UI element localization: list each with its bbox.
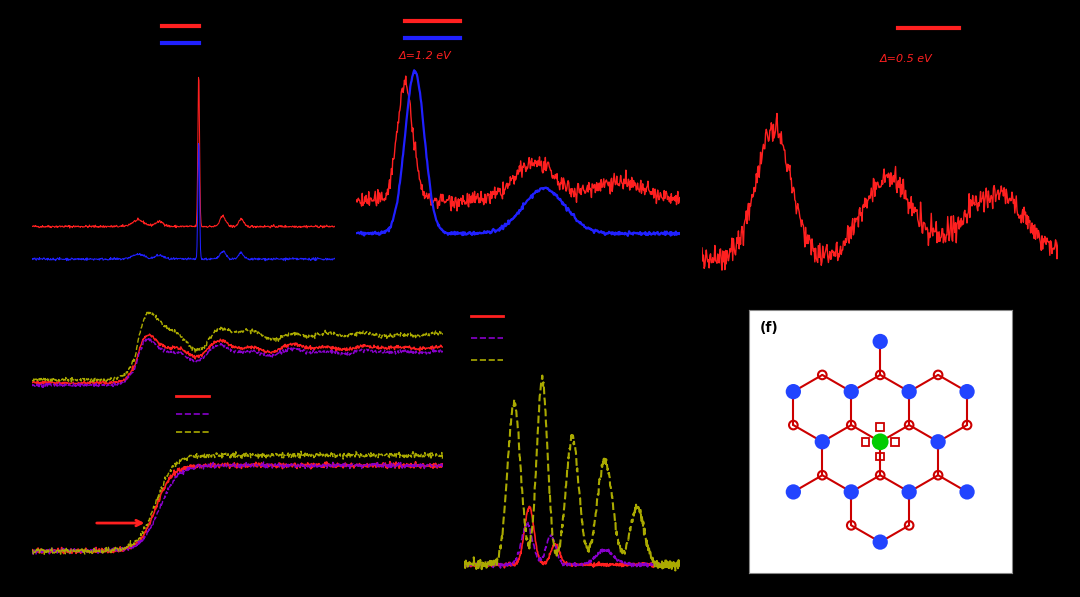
Circle shape <box>873 534 888 550</box>
Circle shape <box>959 384 975 399</box>
Circle shape <box>843 384 859 399</box>
Circle shape <box>959 484 975 500</box>
Circle shape <box>843 484 859 500</box>
Circle shape <box>931 434 946 450</box>
Text: Δ=0.5 eV: Δ=0.5 eV <box>880 54 933 64</box>
Text: Δ=1.2 eV: Δ=1.2 eV <box>399 51 451 61</box>
Bar <box>876 453 885 460</box>
Bar <box>891 438 899 445</box>
Bar <box>876 423 885 431</box>
Circle shape <box>785 384 801 399</box>
Circle shape <box>785 484 801 500</box>
Circle shape <box>814 434 829 450</box>
Circle shape <box>902 384 917 399</box>
Circle shape <box>902 484 917 500</box>
Bar <box>862 438 869 445</box>
Circle shape <box>873 334 888 349</box>
Text: (f): (f) <box>759 321 778 335</box>
Circle shape <box>872 433 889 450</box>
Circle shape <box>873 434 888 450</box>
